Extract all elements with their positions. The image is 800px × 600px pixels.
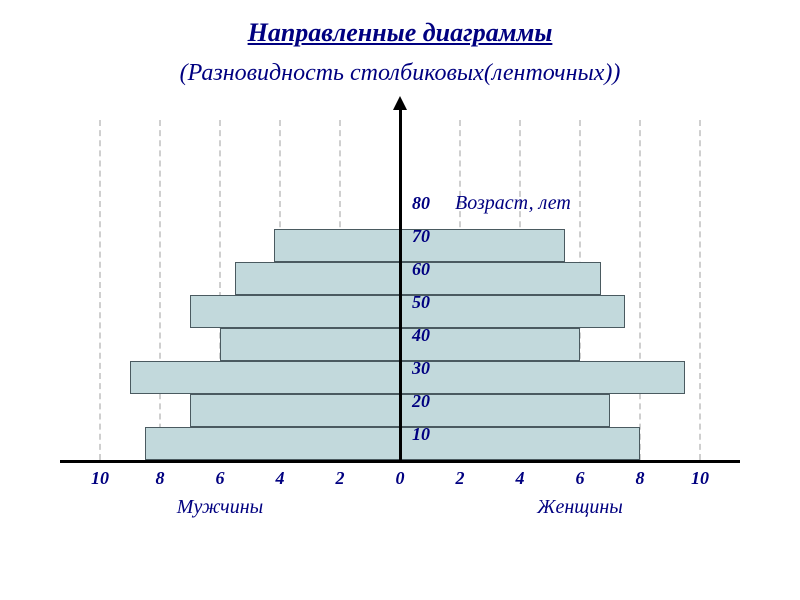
x-tick-label: 2 xyxy=(336,468,345,489)
bar-female xyxy=(400,295,625,328)
bar-male xyxy=(274,229,400,262)
chart-subtitle: (Разновидность столбиковых(ленточных)) xyxy=(0,60,800,87)
x-tick-label: 4 xyxy=(276,468,285,489)
bar-male xyxy=(190,394,400,427)
pyramid-chart: 10203040506070801086420246810Возраст, ле… xyxy=(70,120,730,500)
x-axis xyxy=(60,460,740,463)
bar-female xyxy=(400,361,685,394)
bar-male xyxy=(220,328,400,361)
age-label: 60 xyxy=(412,259,430,280)
gridline xyxy=(639,120,641,460)
x-tick-label: 2 xyxy=(456,468,465,489)
age-label: 20 xyxy=(412,391,430,412)
age-label: 70 xyxy=(412,226,430,247)
y-axis-arrow-icon xyxy=(393,96,407,110)
x-tick-label: 8 xyxy=(636,468,645,489)
x-tick-label: 0 xyxy=(396,468,405,489)
y-axis-title: Возраст, лет xyxy=(455,192,571,215)
x-tick-label: 10 xyxy=(691,468,709,489)
gridline xyxy=(699,120,701,460)
bar-male xyxy=(145,427,400,460)
age-label: 30 xyxy=(412,358,430,379)
x-tick-label: 6 xyxy=(216,468,225,489)
gridline xyxy=(159,120,161,460)
age-label: 40 xyxy=(412,325,430,346)
x-tick-label: 10 xyxy=(91,468,109,489)
age-label: 80 xyxy=(412,193,430,214)
left-category-label: Мужчины xyxy=(177,496,263,519)
y-axis xyxy=(399,102,402,460)
bar-male xyxy=(235,262,400,295)
bar-female xyxy=(400,427,640,460)
age-label: 10 xyxy=(412,424,430,445)
bar-female xyxy=(400,262,601,295)
bar-male xyxy=(130,361,400,394)
gridline xyxy=(99,120,101,460)
bar-female xyxy=(400,394,610,427)
age-label: 50 xyxy=(412,292,430,313)
x-tick-label: 4 xyxy=(516,468,525,489)
x-tick-label: 6 xyxy=(576,468,585,489)
bar-male xyxy=(190,295,400,328)
x-tick-label: 8 xyxy=(156,468,165,489)
right-category-label: Женщины xyxy=(537,496,623,519)
chart-title: Направленные диаграммы xyxy=(0,18,800,48)
